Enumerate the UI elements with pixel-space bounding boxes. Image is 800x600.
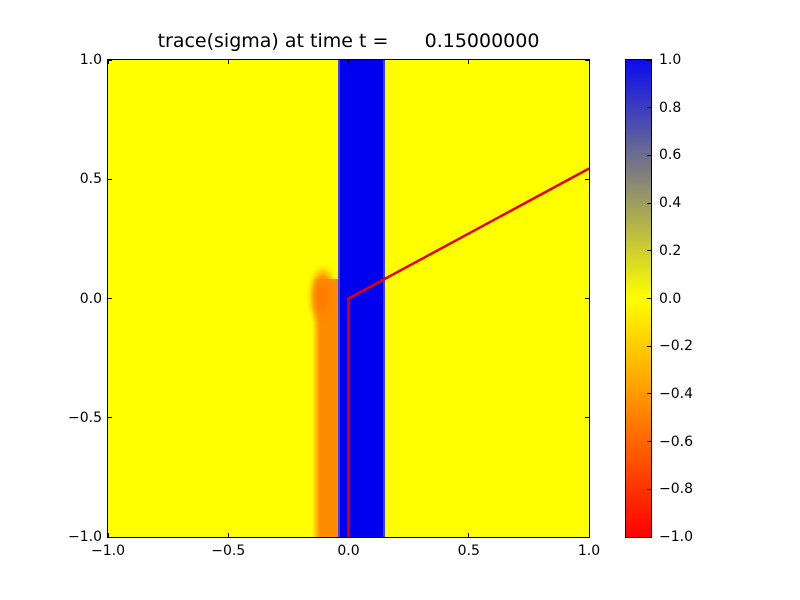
- plot-title: trace(sigma) at time t = 0.15000000: [157, 30, 540, 52]
- y-tick-mark: [585, 60, 589, 61]
- axis-ticks-layer: [108, 60, 589, 537]
- colorbar-tick-label: 1.0: [659, 52, 682, 68]
- y-tick-label: 0.0: [79, 290, 102, 307]
- colorbar-tick-mark: [647, 298, 651, 299]
- y-tick-mark: [585, 178, 589, 180]
- colorbar-tick-label: 0.8: [659, 99, 682, 116]
- x-tick-mark: [468, 60, 470, 64]
- x-tick-mark: [348, 533, 349, 537]
- x-tick-mark: [108, 60, 109, 64]
- colorbar-tick-label: 0.2: [659, 242, 682, 259]
- x-tick-mark: [348, 60, 349, 64]
- orange-blob-region: [308, 265, 339, 342]
- x-tick-mark: [468, 533, 470, 537]
- colorbar-tick-mark: [647, 488, 651, 490]
- x-tick-mark: [227, 533, 229, 537]
- y-axis-tick-labels: 1.0 0.5 0.0 −0.5 −1.0: [38, 52, 102, 545]
- y-tick-mark: [585, 536, 589, 537]
- x-tick-mark: [227, 60, 229, 64]
- colorbar-tick-label: −0.2: [659, 338, 693, 355]
- y-tick-mark: [108, 60, 112, 61]
- colorbar-tick-labels: 1.0 0.8 0.6 0.4 0.2 0.0 −0.2 −0.4 −0.6 −0.8 −1.0: [659, 52, 719, 545]
- x-tick-label: −0.5: [211, 543, 246, 559]
- y-tick-mark: [585, 298, 589, 299]
- colorbar-tick-label: −1.0: [659, 529, 693, 545]
- x-tick-label: 0.0: [337, 543, 360, 559]
- colorbar-tick-mark: [647, 107, 651, 109]
- y-tick-mark: [585, 417, 589, 419]
- colorbar-tick-label: −0.6: [659, 433, 693, 450]
- y-tick-label: −1.0: [68, 529, 102, 545]
- y-tick-mark: [108, 536, 112, 537]
- colorbar-tick-label: 0.0: [659, 290, 682, 307]
- heatmap-plot-area: [107, 59, 590, 538]
- colorbar-tick-mark: [647, 345, 651, 347]
- x-tick-label: 0.5: [457, 543, 480, 559]
- colorbar-tick-mark: [647, 154, 651, 156]
- colorbar-tick-label: −0.4: [659, 385, 693, 402]
- colorbar-tick-mark: [647, 250, 651, 252]
- x-tick-mark: [588, 60, 589, 64]
- colorbar-tick-mark: [647, 393, 651, 395]
- x-tick-label: −1.0: [91, 543, 125, 559]
- y-tick-label: −0.5: [68, 409, 102, 426]
- colorbar-gradient: [626, 60, 651, 537]
- x-axis-tick-labels: −1.0 −0.5 0.0 0.5 1.0: [91, 543, 600, 563]
- y-tick-label: 1.0: [79, 52, 102, 68]
- y-tick-label: 0.5: [79, 171, 102, 188]
- y-tick-mark: [108, 178, 112, 180]
- colorbar: [625, 59, 652, 538]
- colorbar-tick-label: −0.8: [659, 481, 693, 498]
- y-tick-mark: [108, 298, 112, 299]
- colorbar-tick-mark: [647, 536, 651, 538]
- x-tick-label: 1.0: [577, 543, 601, 559]
- colorbar-tick-mark: [647, 59, 651, 61]
- x-tick-mark: [108, 533, 109, 537]
- colorbar-tick-label: 0.6: [659, 147, 682, 164]
- colorbar-tick-label: 0.4: [659, 195, 682, 212]
- colorbar-tick-mark: [647, 441, 651, 443]
- y-tick-mark: [108, 417, 112, 419]
- colorbar-tick-mark: [647, 202, 651, 204]
